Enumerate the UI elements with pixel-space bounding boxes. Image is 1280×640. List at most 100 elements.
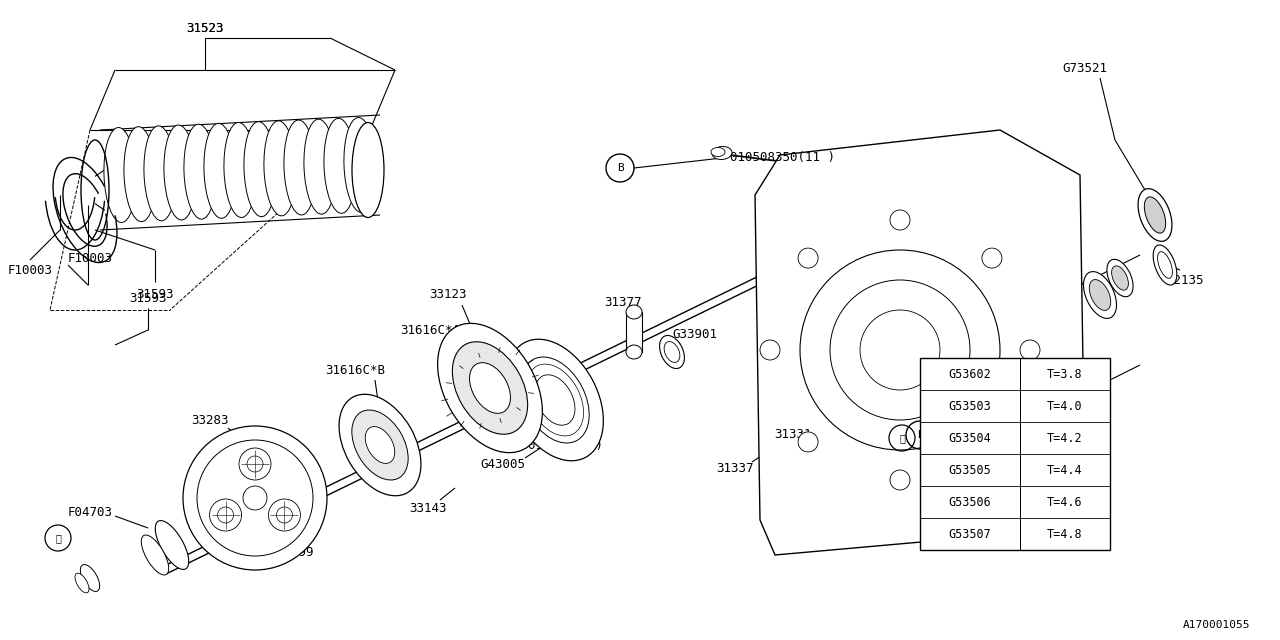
Ellipse shape [352, 410, 408, 480]
Text: G43005: G43005 [480, 458, 526, 472]
Text: G73521: G73521 [1062, 61, 1107, 74]
Text: 31337: 31337 [717, 461, 754, 474]
Circle shape [210, 499, 242, 531]
Ellipse shape [224, 122, 256, 218]
Text: G53602: G53602 [948, 367, 992, 381]
Ellipse shape [344, 118, 376, 212]
Ellipse shape [1083, 271, 1116, 319]
Text: T=4.0: T=4.0 [1047, 399, 1083, 413]
Circle shape [247, 456, 262, 472]
Circle shape [797, 248, 818, 268]
Ellipse shape [626, 305, 643, 319]
Text: G53504: G53504 [948, 431, 992, 445]
Ellipse shape [1089, 280, 1111, 310]
Text: 31616C*A: 31616C*A [399, 323, 460, 337]
Bar [626, 312, 643, 352]
Ellipse shape [303, 119, 337, 214]
Text: T=3.8: T=3.8 [1047, 367, 1083, 381]
Circle shape [797, 432, 818, 452]
Ellipse shape [81, 564, 100, 591]
Circle shape [243, 486, 268, 510]
Text: 33123: 33123 [429, 289, 467, 301]
Ellipse shape [124, 127, 156, 221]
Ellipse shape [339, 394, 421, 496]
Ellipse shape [365, 427, 394, 463]
Ellipse shape [104, 127, 136, 223]
Ellipse shape [204, 124, 236, 218]
Ellipse shape [244, 122, 276, 217]
Ellipse shape [1157, 252, 1172, 278]
Text: T=4.6: T=4.6 [1047, 495, 1083, 509]
Ellipse shape [141, 535, 169, 575]
Ellipse shape [710, 147, 724, 157]
Ellipse shape [1038, 445, 1056, 460]
Circle shape [276, 507, 292, 523]
Text: G53507: G53507 [948, 527, 992, 541]
Circle shape [218, 507, 233, 523]
Circle shape [760, 340, 780, 360]
Text: 31377: 31377 [604, 296, 641, 310]
Text: 060162090(1): 060162090(1) [513, 438, 603, 451]
Ellipse shape [1138, 189, 1172, 241]
Ellipse shape [324, 118, 356, 213]
Circle shape [269, 499, 301, 531]
Ellipse shape [1153, 245, 1176, 285]
Ellipse shape [626, 345, 643, 359]
Ellipse shape [712, 147, 732, 159]
Ellipse shape [535, 375, 575, 425]
Ellipse shape [76, 573, 90, 593]
Circle shape [239, 448, 271, 480]
Text: ①: ① [55, 533, 61, 543]
Ellipse shape [155, 520, 188, 570]
Ellipse shape [352, 122, 384, 218]
Text: 33143: 33143 [410, 502, 447, 515]
Ellipse shape [284, 120, 316, 215]
Ellipse shape [664, 342, 680, 362]
Circle shape [982, 248, 1002, 268]
Text: G53506: G53506 [948, 495, 992, 509]
Text: 31523: 31523 [187, 22, 224, 35]
Circle shape [890, 470, 910, 490]
Text: 32135: 32135 [1166, 273, 1203, 287]
Text: T=4.8: T=4.8 [1047, 527, 1083, 541]
Text: 31593: 31593 [129, 291, 166, 305]
Text: 31331: 31331 [774, 429, 812, 442]
Bar [920, 358, 1110, 550]
Text: B: B [617, 163, 623, 173]
Ellipse shape [1144, 197, 1166, 233]
Ellipse shape [507, 339, 603, 461]
Text: 31599: 31599 [276, 545, 314, 559]
Circle shape [183, 426, 326, 570]
Text: F04703: F04703 [68, 506, 113, 520]
Text: 31616C*B: 31616C*B [325, 364, 385, 376]
Ellipse shape [452, 342, 527, 435]
Text: G53503: G53503 [948, 399, 992, 413]
Text: B: B [916, 430, 923, 440]
Circle shape [890, 210, 910, 230]
Text: 31593: 31593 [136, 289, 174, 301]
Text: G53505: G53505 [948, 463, 992, 477]
Ellipse shape [164, 125, 196, 220]
Ellipse shape [659, 335, 685, 369]
Text: 010508350(11 ): 010508350(11 ) [730, 152, 835, 164]
Ellipse shape [1111, 266, 1129, 290]
Ellipse shape [184, 124, 216, 219]
Text: 33283: 33283 [191, 413, 229, 426]
Ellipse shape [143, 126, 177, 221]
Text: F10003: F10003 [8, 264, 52, 276]
Ellipse shape [470, 363, 511, 413]
Ellipse shape [1107, 259, 1133, 297]
Text: 010508350(11 ): 010508350(11 ) [934, 429, 1039, 442]
Text: F10003: F10003 [68, 252, 113, 264]
Circle shape [1020, 340, 1039, 360]
Ellipse shape [264, 121, 296, 216]
Text: A170001055: A170001055 [1183, 620, 1251, 630]
Text: G33901: G33901 [672, 328, 718, 342]
Text: T=4.2: T=4.2 [1047, 431, 1083, 445]
Text: T=4.4: T=4.4 [1047, 463, 1083, 477]
Polygon shape [755, 130, 1085, 555]
Text: ①: ① [899, 433, 905, 443]
Circle shape [982, 432, 1002, 452]
Text: 31523: 31523 [187, 22, 224, 35]
Ellipse shape [438, 323, 543, 452]
